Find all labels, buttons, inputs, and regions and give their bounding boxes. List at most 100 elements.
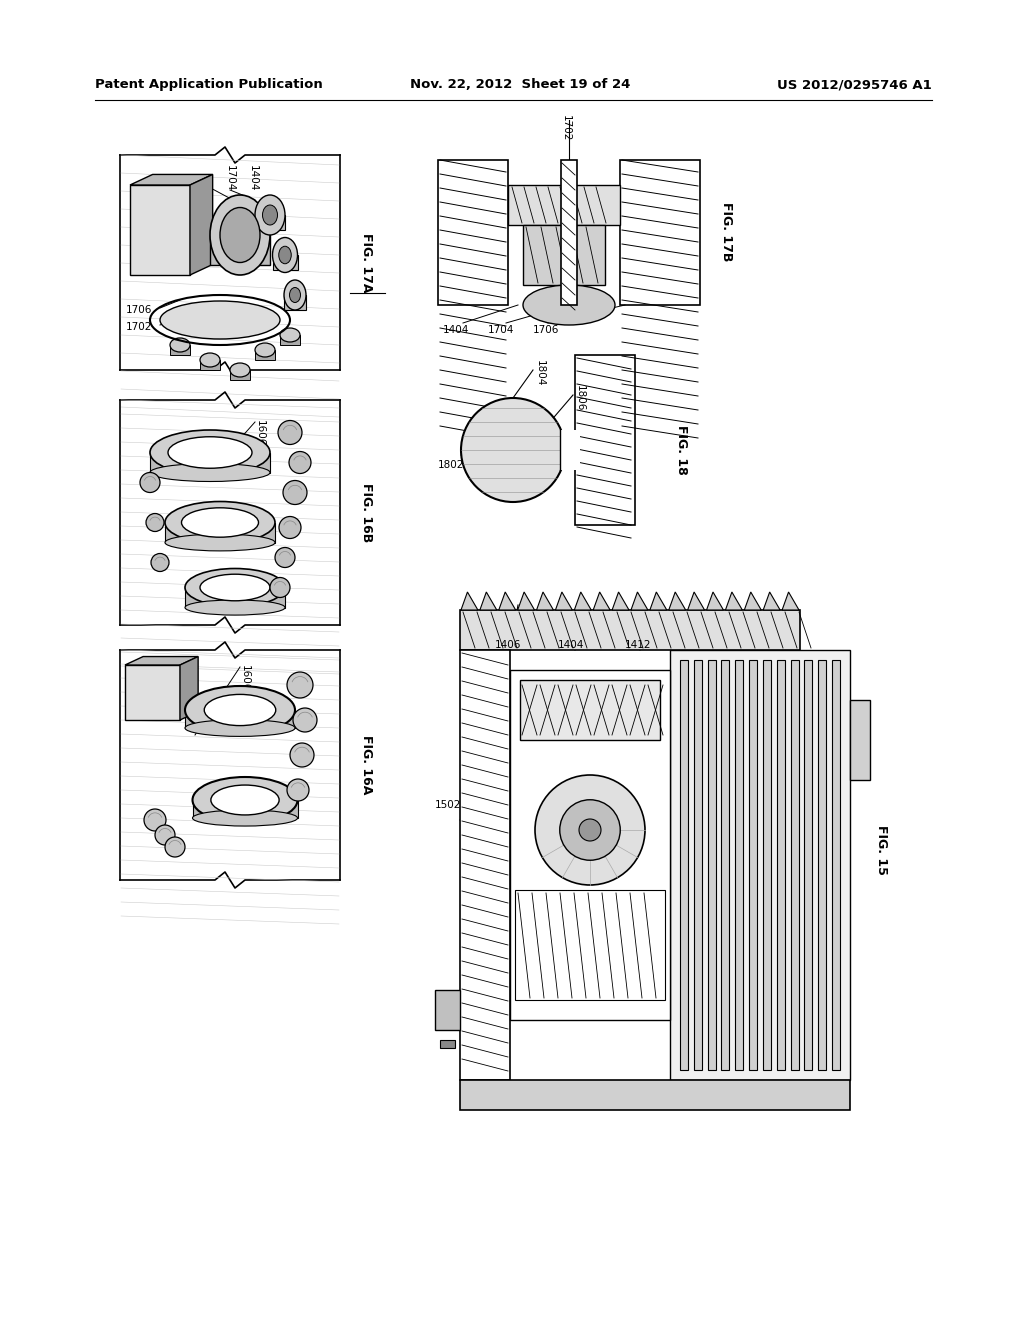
Ellipse shape — [290, 288, 300, 302]
Bar — [193, 800, 298, 818]
Polygon shape — [518, 591, 535, 610]
Circle shape — [560, 800, 621, 861]
Bar — [708, 660, 716, 1071]
Ellipse shape — [165, 535, 275, 550]
Ellipse shape — [185, 719, 295, 737]
Ellipse shape — [210, 195, 270, 275]
Polygon shape — [707, 591, 723, 610]
Bar — [230, 370, 250, 380]
Polygon shape — [125, 656, 198, 665]
Bar — [508, 185, 620, 224]
Bar — [510, 671, 670, 1020]
Polygon shape — [744, 591, 761, 610]
Ellipse shape — [204, 694, 275, 726]
Bar — [560, 430, 580, 470]
Circle shape — [279, 516, 301, 539]
Circle shape — [275, 548, 295, 568]
Bar — [520, 680, 660, 741]
Polygon shape — [499, 591, 516, 610]
Bar — [791, 660, 799, 1071]
Ellipse shape — [200, 352, 220, 367]
Text: 1404: 1404 — [558, 640, 585, 649]
Bar — [130, 185, 190, 275]
Bar — [121, 400, 339, 624]
Ellipse shape — [279, 247, 291, 264]
Ellipse shape — [211, 785, 280, 814]
Bar — [125, 665, 180, 719]
Polygon shape — [480, 591, 497, 610]
Ellipse shape — [168, 437, 252, 469]
Text: 1802: 1802 — [438, 459, 464, 470]
Circle shape — [283, 480, 307, 504]
Bar — [680, 660, 688, 1071]
Polygon shape — [631, 591, 648, 610]
Text: 1606: 1606 — [240, 665, 250, 692]
Polygon shape — [782, 591, 799, 610]
Ellipse shape — [185, 599, 285, 615]
Circle shape — [146, 513, 164, 532]
Circle shape — [293, 708, 317, 733]
Bar — [440, 1040, 455, 1048]
Text: 1704: 1704 — [488, 325, 514, 335]
Text: Nov. 22, 2012  Sheet 19 of 24: Nov. 22, 2012 Sheet 19 of 24 — [410, 78, 631, 91]
Ellipse shape — [150, 430, 270, 475]
Text: Patent Application Publication: Patent Application Publication — [95, 78, 323, 91]
Polygon shape — [763, 591, 780, 610]
Bar — [721, 660, 729, 1071]
Circle shape — [535, 775, 645, 884]
Bar — [255, 215, 285, 230]
Text: FIG. 18: FIG. 18 — [675, 425, 688, 475]
Bar — [435, 990, 460, 1030]
Bar — [121, 649, 339, 880]
Bar — [670, 649, 850, 1080]
Text: 1704: 1704 — [225, 165, 234, 191]
Text: 1404: 1404 — [443, 325, 469, 335]
Bar — [185, 710, 295, 729]
Ellipse shape — [165, 502, 275, 544]
Text: 1706: 1706 — [126, 305, 153, 315]
Circle shape — [270, 578, 290, 598]
Bar — [200, 360, 220, 370]
Text: 1406: 1406 — [495, 640, 521, 649]
Text: 1606: 1606 — [255, 420, 265, 446]
Polygon shape — [688, 591, 705, 610]
Polygon shape — [461, 591, 478, 610]
Ellipse shape — [523, 285, 615, 325]
Polygon shape — [650, 591, 667, 610]
Circle shape — [287, 672, 313, 698]
Polygon shape — [574, 591, 591, 610]
Ellipse shape — [272, 238, 298, 272]
Polygon shape — [612, 591, 629, 610]
Circle shape — [278, 421, 302, 445]
Text: FIG. 17B: FIG. 17B — [720, 202, 733, 261]
Ellipse shape — [193, 810, 298, 826]
Text: 1806: 1806 — [575, 385, 585, 412]
Bar — [523, 224, 605, 285]
Circle shape — [287, 779, 309, 801]
Bar — [620, 160, 700, 305]
Ellipse shape — [200, 574, 270, 601]
Bar — [460, 649, 510, 1080]
Circle shape — [461, 399, 565, 502]
Circle shape — [579, 818, 601, 841]
Polygon shape — [593, 591, 610, 610]
Ellipse shape — [284, 280, 306, 310]
Polygon shape — [669, 591, 686, 610]
Bar — [460, 1080, 850, 1110]
Circle shape — [151, 553, 169, 572]
Ellipse shape — [255, 195, 285, 235]
Ellipse shape — [185, 569, 285, 606]
Circle shape — [289, 451, 311, 474]
Bar — [284, 294, 306, 310]
Text: FIG. 16A: FIG. 16A — [360, 735, 373, 795]
Polygon shape — [130, 174, 213, 185]
Text: 1706: 1706 — [534, 325, 559, 335]
Bar — [210, 235, 270, 265]
Text: 1804: 1804 — [535, 360, 545, 387]
Bar — [280, 335, 300, 345]
Ellipse shape — [170, 338, 190, 352]
Bar — [818, 660, 826, 1071]
Circle shape — [144, 809, 166, 832]
Bar — [515, 890, 665, 1001]
Polygon shape — [555, 591, 572, 610]
